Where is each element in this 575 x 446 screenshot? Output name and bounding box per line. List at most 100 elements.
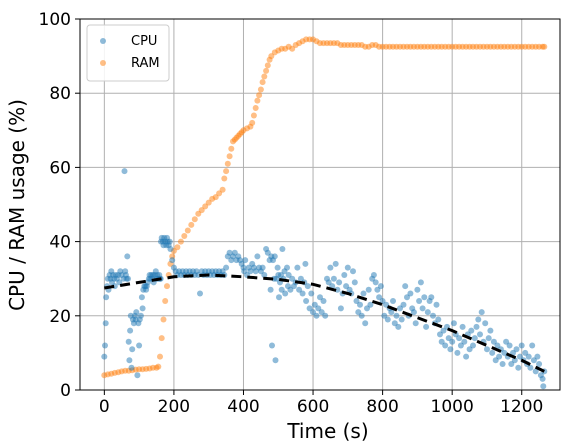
- cpu-point: [322, 312, 329, 319]
- cpu-point: [284, 264, 290, 271]
- ram-point: [184, 227, 191, 234]
- cpu-point: [417, 279, 424, 286]
- cpu-point: [167, 246, 174, 252]
- cpu-point: [395, 323, 402, 330]
- ram-point: [221, 175, 228, 182]
- cpu-point: [344, 264, 351, 271]
- cpu-point: [372, 279, 379, 286]
- cpu-point: [313, 312, 320, 319]
- ram-point: [224, 160, 231, 167]
- ram-point: [250, 112, 257, 119]
- ram-point: [202, 203, 209, 210]
- cpu-point: [475, 316, 482, 323]
- trend-line: [104, 273, 545, 373]
- cpu-point: [276, 294, 282, 301]
- x-tick-label: 800: [366, 397, 398, 417]
- cpu-point: [482, 320, 489, 327]
- x-tick-label: 600: [297, 397, 329, 417]
- cpu-point: [271, 253, 278, 260]
- cpu-point: [261, 272, 268, 278]
- cpu-point: [534, 353, 541, 360]
- cpu-point: [136, 342, 143, 349]
- cpu-point: [223, 264, 230, 271]
- cpu-point: [485, 335, 492, 342]
- cpu-point: [139, 305, 146, 312]
- cpu-point: [254, 253, 261, 260]
- ram-point: [174, 244, 181, 251]
- cpu-point: [327, 264, 334, 271]
- x-tick-label: 1000: [431, 397, 474, 417]
- legend-box: [86, 24, 170, 82]
- cpu-point: [357, 301, 363, 308]
- cpu-point: [433, 301, 440, 308]
- ram-point: [259, 79, 266, 86]
- cpu-point: [529, 342, 536, 349]
- series-cpu: [101, 168, 548, 390]
- cpu-point: [478, 309, 485, 316]
- cpu-point: [350, 268, 356, 275]
- legend-marker-cpu: [100, 38, 106, 44]
- cpu-point: [384, 316, 391, 323]
- cpu-point: [424, 309, 431, 316]
- ram-point: [223, 168, 230, 175]
- cpu-point: [308, 290, 315, 297]
- cpu-point: [450, 320, 457, 327]
- cpu-point: [272, 357, 279, 364]
- cpu-point: [133, 309, 140, 316]
- cpu-point: [402, 283, 409, 290]
- ram-point: [177, 238, 184, 245]
- cpu-point: [461, 338, 468, 345]
- ram-point: [256, 92, 263, 99]
- cpu-point: [125, 338, 132, 345]
- cpu-point: [370, 272, 377, 278]
- cpu-point: [532, 368, 539, 375]
- cpu-point: [166, 238, 173, 245]
- cpu-point: [499, 361, 506, 367]
- cpu-point: [435, 316, 442, 323]
- cpu-point: [428, 294, 435, 301]
- ram-point: [181, 233, 188, 239]
- cpu-point: [527, 364, 534, 371]
- series-ram: [101, 36, 548, 379]
- cpu-point: [470, 342, 476, 349]
- cpu-point: [468, 327, 475, 334]
- cpu-point: [282, 290, 289, 297]
- ram-point: [226, 153, 233, 160]
- cpu-point: [274, 264, 281, 271]
- ram-point: [261, 73, 268, 80]
- y-axis-label: CPU / RAM usage (%): [5, 99, 29, 311]
- cpu-point: [121, 168, 128, 175]
- cpu-point: [126, 357, 133, 364]
- cpu-point: [303, 298, 310, 304]
- x-axis-label: Time (s): [286, 419, 368, 443]
- cpu-point: [518, 342, 525, 349]
- cpu-point: [129, 346, 136, 353]
- x-tick-label: 400: [227, 397, 259, 417]
- cpu-point: [367, 301, 374, 308]
- cpu-point: [456, 335, 463, 342]
- cpu-point: [128, 364, 135, 371]
- cpu-point: [489, 349, 496, 356]
- cpu-point: [416, 298, 423, 304]
- cpu-point: [341, 272, 348, 278]
- cpu-point: [259, 264, 266, 271]
- ram-point: [219, 186, 226, 193]
- ram-point: [162, 298, 169, 304]
- cpu-point: [360, 290, 367, 297]
- cpu-point: [487, 327, 494, 334]
- series-layer: [101, 36, 548, 390]
- cpu-point: [410, 309, 417, 316]
- ram-point: [249, 119, 256, 126]
- ram-point: [228, 145, 235, 152]
- ram-point: [257, 86, 264, 93]
- ram-point: [158, 335, 165, 342]
- cpu-point: [447, 346, 454, 353]
- cpu-point: [279, 246, 286, 252]
- cpu-point: [336, 279, 343, 286]
- cpu-point: [197, 290, 203, 297]
- cpu-point: [513, 346, 520, 353]
- cpu-point: [463, 353, 470, 360]
- cpu-point: [539, 375, 546, 382]
- cpu-point: [294, 264, 301, 271]
